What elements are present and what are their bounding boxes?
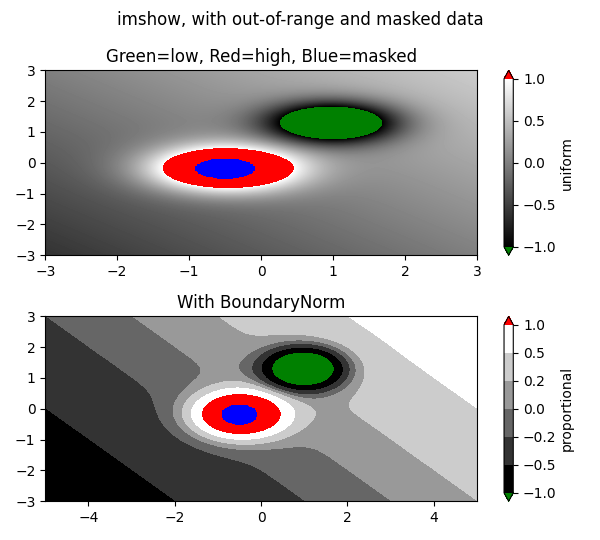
PathPatch shape — [504, 493, 513, 501]
PathPatch shape — [504, 247, 513, 255]
Y-axis label: proportional: proportional — [559, 366, 574, 451]
Title: Green=low, Red=high, Blue=masked: Green=low, Red=high, Blue=masked — [106, 48, 416, 66]
Y-axis label: uniform: uniform — [559, 136, 574, 190]
Title: With BoundaryNorm: With BoundaryNorm — [177, 294, 346, 312]
PathPatch shape — [504, 70, 513, 79]
PathPatch shape — [504, 316, 513, 325]
Text: imshow, with out-of-range and masked data: imshow, with out-of-range and masked dat… — [116, 11, 484, 29]
